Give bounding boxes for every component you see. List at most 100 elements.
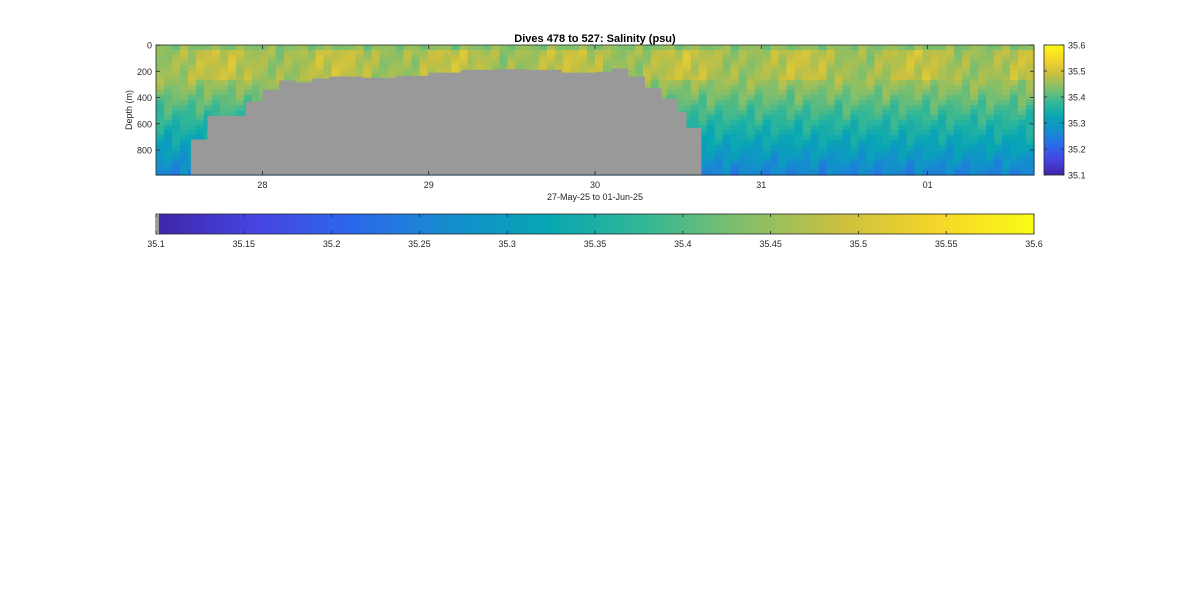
salinity-cell <box>874 60 883 66</box>
salinity-cell <box>666 65 676 71</box>
salinity-cell <box>906 170 915 176</box>
salinity-cell <box>507 45 516 51</box>
salinity-cell <box>930 45 939 51</box>
salinity-cell <box>770 45 780 51</box>
salinity-cell <box>922 170 931 176</box>
salinity-cell <box>746 160 756 166</box>
salinity-cell <box>970 140 979 146</box>
salinity-cell <box>323 65 333 71</box>
salinity-cell <box>219 65 229 71</box>
salinity-cell <box>898 90 907 96</box>
salinity-cell <box>858 105 867 111</box>
salinity-cell <box>906 105 915 111</box>
salinity-cell <box>714 70 724 76</box>
salinity-cell <box>539 65 548 71</box>
salinity-cell <box>706 70 716 76</box>
salinity-cell <box>714 120 724 126</box>
salinity-cell <box>539 50 548 56</box>
salinity-cell <box>299 60 309 66</box>
salinity-cell <box>674 65 684 71</box>
salinity-cell <box>890 160 899 166</box>
salinity-cell <box>762 165 772 171</box>
salinity-cell <box>930 80 939 86</box>
salinity-cell <box>698 75 708 81</box>
salinity-cell <box>243 70 253 76</box>
salinity-cell <box>275 60 285 66</box>
salinity-cell <box>251 75 261 81</box>
salinity-cell <box>970 135 979 141</box>
salinity-cell <box>786 160 796 166</box>
salinity-cell <box>834 130 844 136</box>
salinity-cell <box>762 65 772 71</box>
salinity-cell <box>195 100 205 106</box>
salinity-cell <box>722 50 732 56</box>
salinity-cell <box>738 150 748 156</box>
salinity-cell <box>962 60 971 66</box>
salinity-cell <box>730 145 740 151</box>
vertical-colorbar-tick-label: 35.4 <box>1068 93 1086 103</box>
salinity-cell <box>842 115 852 121</box>
salinity-cell <box>786 130 796 136</box>
salinity-cell <box>754 105 764 111</box>
salinity-cell <box>658 85 668 91</box>
salinity-cell <box>243 60 253 66</box>
salinity-cell <box>946 45 955 51</box>
salinity-cell <box>618 60 628 66</box>
salinity-cell <box>163 105 173 111</box>
salinity-cell <box>251 50 261 56</box>
salinity-cell <box>387 55 397 61</box>
salinity-cell <box>850 85 859 91</box>
salinity-cell <box>315 70 325 76</box>
salinity-cell <box>778 105 788 111</box>
salinity-cell <box>171 65 181 71</box>
salinity-cell <box>571 60 580 66</box>
salinity-cell <box>986 150 995 156</box>
salinity-cell <box>419 70 428 76</box>
salinity-cell <box>802 70 812 76</box>
salinity-cell <box>403 45 413 51</box>
salinity-cell <box>898 135 907 141</box>
salinity-cell <box>1002 115 1011 121</box>
salinity-cell <box>890 165 899 171</box>
salinity-cell <box>163 145 173 151</box>
salinity-cell <box>419 45 428 51</box>
salinity-cell <box>395 65 405 71</box>
salinity-cell <box>555 60 564 66</box>
salinity-cell <box>347 60 357 66</box>
salinity-cell <box>858 120 867 126</box>
salinity-cell <box>818 105 828 111</box>
salinity-cell <box>834 170 844 176</box>
salinity-cell <box>1002 80 1011 86</box>
salinity-cell <box>842 170 852 176</box>
salinity-cell <box>962 135 971 141</box>
salinity-cell <box>531 55 540 61</box>
salinity-cell <box>156 50 165 56</box>
salinity-cell <box>826 130 836 136</box>
salinity-cell <box>738 115 748 121</box>
salinity-cell <box>762 75 772 81</box>
salinity-cell <box>738 110 748 116</box>
salinity-cell <box>547 45 556 51</box>
salinity-cell <box>658 60 668 66</box>
salinity-cell <box>954 50 963 56</box>
salinity-cell <box>722 95 732 101</box>
salinity-cell <box>898 155 907 161</box>
salinity-cell <box>219 70 229 76</box>
salinity-cell <box>730 85 740 91</box>
salinity-cell <box>666 85 676 91</box>
salinity-cell <box>299 75 309 81</box>
salinity-cell <box>187 105 197 111</box>
salinity-cell <box>722 100 732 106</box>
x-tick-label: 28 <box>257 180 267 190</box>
salinity-cell <box>810 95 820 101</box>
salinity-cell <box>259 85 269 91</box>
salinity-cell <box>898 105 907 111</box>
salinity-cell <box>794 160 804 166</box>
salinity-cell <box>443 45 452 51</box>
salinity-cell <box>187 85 197 91</box>
salinity-cell <box>866 150 875 156</box>
salinity-cell <box>1026 65 1035 71</box>
salinity-cell <box>970 155 979 161</box>
salinity-cell <box>730 155 740 161</box>
salinity-cell <box>746 75 756 81</box>
